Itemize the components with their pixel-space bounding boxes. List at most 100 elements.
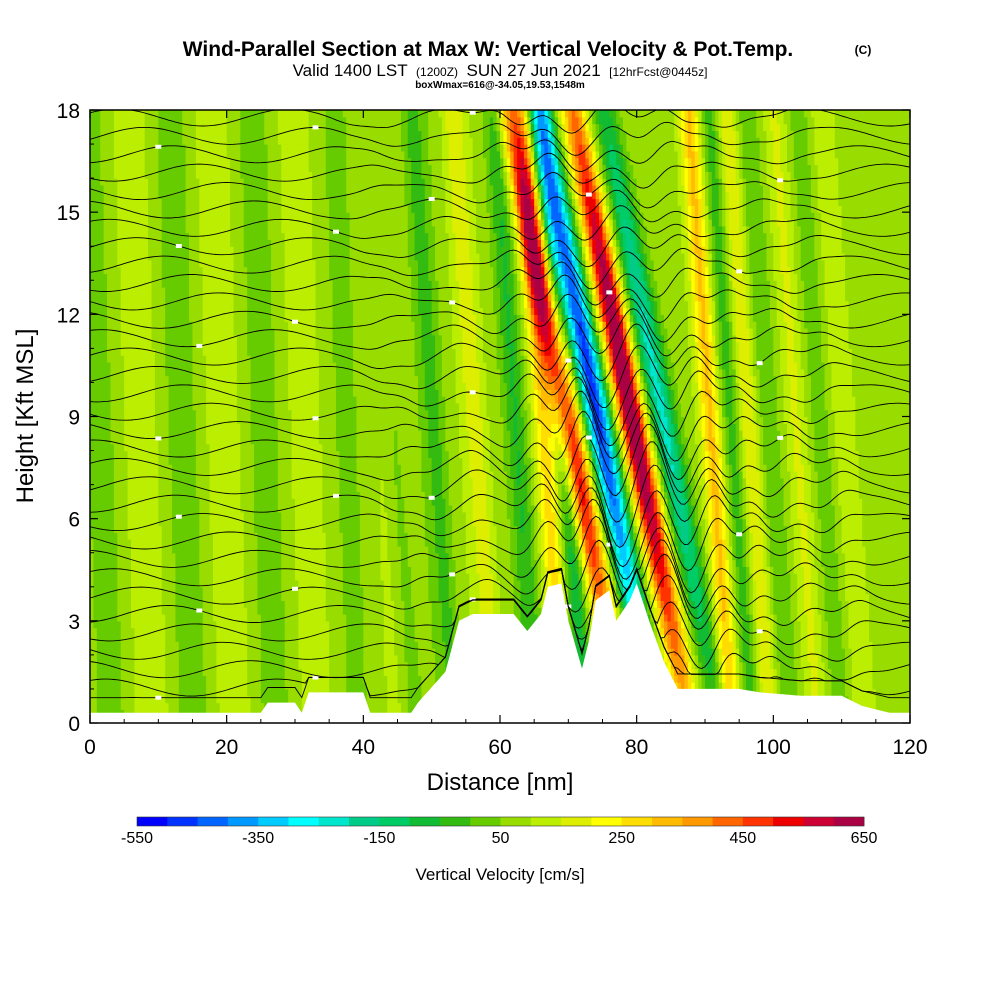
velocity-cell — [175, 539, 180, 547]
velocity-cell — [151, 430, 156, 438]
velocity-cell — [110, 321, 115, 329]
velocity-cell — [271, 307, 276, 315]
velocity-cell — [243, 327, 248, 336]
velocity-cell — [165, 137, 170, 145]
velocity-cell — [271, 205, 276, 213]
velocity-cell — [158, 443, 163, 452]
velocity-cell — [158, 239, 163, 247]
velocity-cell — [271, 518, 276, 527]
velocity-cell — [247, 620, 252, 629]
velocity-cell — [137, 668, 142, 676]
velocity-cell — [243, 300, 248, 309]
velocity-cell — [216, 389, 221, 397]
velocity-cell — [260, 205, 265, 213]
velocity-cell — [202, 566, 207, 574]
velocity-cell — [165, 511, 170, 520]
velocity-cell — [219, 573, 224, 581]
velocity-cell — [168, 511, 173, 520]
velocity-cell — [137, 293, 142, 302]
velocity-cell — [271, 110, 276, 118]
velocity-cell — [185, 668, 190, 676]
velocity-cell — [264, 382, 269, 390]
velocity-cell — [103, 157, 108, 166]
velocity-cell — [264, 416, 269, 424]
velocity-cell — [117, 627, 122, 636]
velocity-cell — [219, 137, 224, 145]
velocity-cell — [199, 702, 204, 710]
velocity-cell — [144, 518, 149, 527]
velocity-cell — [206, 198, 211, 206]
velocity-cell — [168, 607, 173, 615]
velocity-cell — [113, 470, 118, 479]
velocity-cell — [178, 150, 183, 159]
velocity-cell — [165, 539, 170, 547]
velocity-cell — [230, 198, 235, 206]
velocity-cell — [226, 559, 231, 567]
velocity-cell — [247, 627, 252, 636]
velocity-cell — [233, 614, 238, 622]
velocity-cell — [178, 593, 183, 601]
velocity-cell — [154, 573, 159, 581]
velocity-cell — [117, 368, 122, 377]
velocity-cell — [137, 579, 142, 588]
velocity-cell — [195, 293, 200, 302]
velocity-cell — [175, 641, 180, 649]
velocity-cell — [165, 416, 170, 424]
velocity-cell — [233, 334, 238, 343]
velocity-cell — [113, 702, 118, 710]
velocity-cell — [96, 620, 101, 629]
velocity-cell — [124, 396, 129, 404]
velocity-cell — [206, 416, 211, 424]
velocity-cell — [137, 402, 142, 411]
velocity-cell — [148, 150, 153, 159]
velocity-cell — [158, 702, 163, 710]
velocity-cell — [199, 566, 204, 574]
velocity-cell — [185, 450, 190, 458]
velocity-cell — [216, 464, 221, 472]
velocity-cell — [216, 668, 221, 676]
velocity-cell — [192, 389, 197, 397]
velocity-cell — [178, 634, 183, 642]
velocity-cell — [182, 116, 187, 125]
velocity-cell — [195, 402, 200, 411]
velocity-cell — [154, 654, 159, 663]
velocity-cell — [148, 137, 153, 145]
velocity-cell — [131, 505, 136, 513]
velocity-cell — [185, 654, 190, 663]
velocity-cell — [161, 614, 166, 622]
velocity-cell — [148, 198, 153, 206]
velocity-cell — [120, 184, 125, 193]
velocity-cell — [206, 627, 211, 636]
velocity-cell — [260, 144, 265, 152]
velocity-cell — [110, 116, 115, 125]
velocity-cell — [219, 627, 224, 636]
velocity-cell — [271, 184, 276, 193]
velocity-cell — [127, 144, 132, 152]
velocity-cell — [96, 355, 101, 363]
velocity-cell — [168, 668, 173, 676]
velocity-cell — [250, 688, 255, 697]
velocity-cell — [172, 287, 177, 295]
velocity-cell — [182, 389, 187, 397]
velocity-cell — [213, 198, 218, 206]
velocity-cell — [96, 307, 101, 315]
velocity-cell — [151, 552, 156, 561]
velocity-cell — [178, 484, 183, 493]
velocity-cell — [250, 225, 255, 234]
velocity-cell — [250, 239, 255, 247]
velocity-cell — [124, 675, 129, 683]
velocity-cell — [195, 627, 200, 636]
velocity-cell — [240, 341, 245, 349]
velocity-cell — [247, 518, 252, 527]
velocity-cell — [175, 327, 180, 336]
velocity-cell — [96, 389, 101, 397]
velocity-cell — [185, 477, 190, 486]
velocity-cell — [172, 198, 177, 206]
velocity-cell — [141, 164, 146, 172]
velocity-cell — [271, 273, 276, 281]
velocity-cell — [93, 375, 98, 384]
velocity-cell — [192, 416, 197, 424]
velocity-cell — [137, 545, 142, 554]
velocity-cell — [137, 239, 142, 247]
velocity-cell — [236, 505, 241, 513]
